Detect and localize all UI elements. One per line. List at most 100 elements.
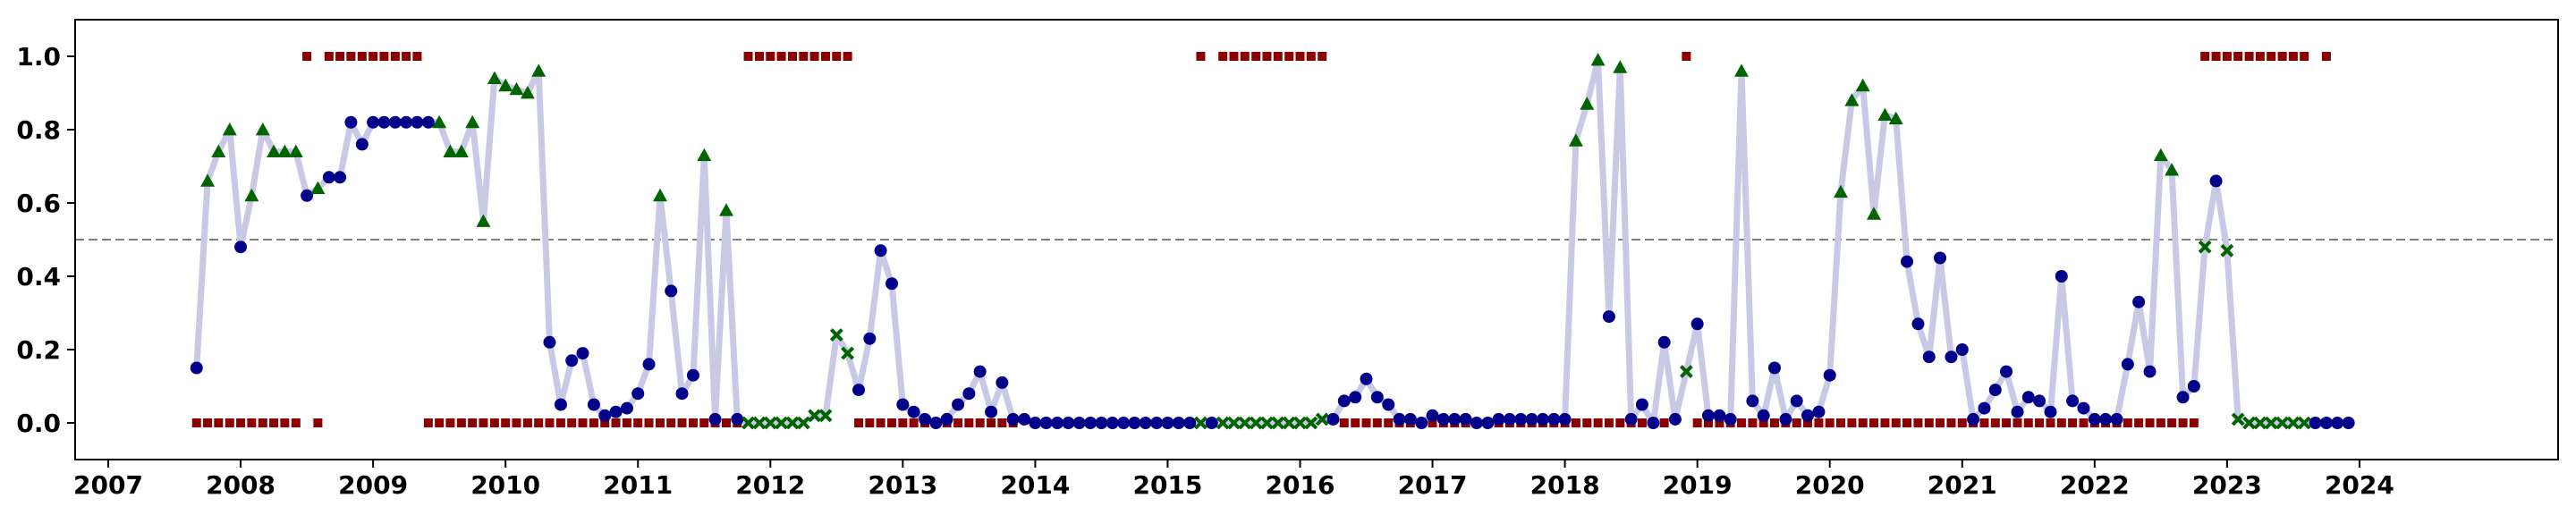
triangle-marker bbox=[432, 114, 447, 129]
circle-marker bbox=[1757, 409, 1770, 422]
triangle-marker bbox=[697, 148, 712, 162]
square-marker bbox=[1769, 418, 1779, 427]
square-marker bbox=[191, 418, 201, 427]
circle-marker bbox=[1150, 417, 1164, 429]
cross-marker bbox=[808, 409, 821, 423]
square-marker bbox=[468, 418, 478, 427]
square-marker bbox=[324, 52, 334, 61]
cross-marker bbox=[2297, 416, 2311, 430]
square-marker bbox=[1295, 52, 1305, 61]
triangle-marker bbox=[1834, 184, 1848, 198]
circle-marker bbox=[919, 412, 932, 426]
square-marker bbox=[2012, 418, 2022, 427]
circle-marker bbox=[1448, 412, 1462, 426]
square-marker bbox=[622, 418, 631, 427]
cross-marker bbox=[1227, 416, 1241, 430]
square-marker bbox=[1339, 418, 1349, 427]
square-marker bbox=[1990, 418, 2000, 427]
square-marker bbox=[1715, 418, 1724, 427]
circle-marker bbox=[1911, 317, 1925, 331]
circle-marker bbox=[1690, 317, 1704, 331]
x-tick-label: 2017 bbox=[1398, 470, 1468, 500]
triangle-marker bbox=[653, 188, 667, 202]
circle-marker bbox=[1547, 412, 1561, 426]
cross-marker bbox=[796, 416, 810, 430]
cross-marker bbox=[1194, 416, 1208, 430]
square-marker bbox=[412, 52, 422, 61]
circle-marker bbox=[1558, 412, 1572, 426]
square-marker bbox=[754, 52, 764, 61]
cross-marker bbox=[1238, 416, 1252, 430]
circle-marker bbox=[576, 347, 589, 360]
square-marker bbox=[953, 418, 963, 427]
square-marker bbox=[2277, 52, 2287, 61]
cross-marker bbox=[1315, 412, 1329, 426]
square-marker bbox=[2200, 52, 2210, 61]
circle-marker bbox=[1072, 417, 1086, 429]
x-tick-label: 2012 bbox=[735, 470, 805, 500]
square-marker bbox=[2156, 418, 2165, 427]
circle-marker bbox=[962, 387, 976, 401]
triangle-marker bbox=[1867, 207, 1881, 220]
square-marker bbox=[987, 418, 996, 427]
square-marker bbox=[2123, 418, 2132, 427]
circle-marker bbox=[896, 398, 910, 411]
square-marker bbox=[225, 418, 234, 427]
series-line bbox=[193, 56, 2352, 426]
circle-marker bbox=[388, 115, 402, 129]
x-axis: 2007 2008 2009 2010 2011 2012 2013 2014 2015 2016… bbox=[73, 460, 2394, 500]
square-marker bbox=[688, 418, 698, 427]
circle-marker bbox=[985, 405, 998, 418]
circle-marker bbox=[2176, 391, 2190, 404]
circle-marker bbox=[1360, 372, 1373, 385]
circle-marker bbox=[344, 115, 358, 129]
circle-marker bbox=[675, 387, 689, 401]
circle-marker bbox=[1978, 401, 1991, 415]
square-marker bbox=[1736, 418, 1746, 427]
square-marker bbox=[898, 418, 908, 427]
square-marker bbox=[390, 52, 400, 61]
x-tick-label: 2016 bbox=[1266, 470, 1335, 500]
triangle-marker bbox=[222, 122, 237, 136]
cross-marker bbox=[2264, 416, 2278, 430]
circle-marker bbox=[1922, 350, 1936, 364]
x-tick-label: 2008 bbox=[206, 470, 275, 500]
cross-marker bbox=[1249, 416, 1263, 430]
square-marker bbox=[843, 52, 852, 61]
square-marker bbox=[2255, 52, 2265, 61]
circle-marker bbox=[1183, 417, 1197, 429]
circle-marker bbox=[2209, 174, 2223, 188]
triangle-marker bbox=[1580, 97, 1595, 110]
x-tick-label: 2010 bbox=[470, 470, 540, 500]
square-marker bbox=[280, 418, 290, 427]
square-marker bbox=[534, 418, 544, 427]
circle-marker bbox=[1039, 417, 1053, 429]
square-marker bbox=[2288, 52, 2298, 61]
circle-marker bbox=[301, 189, 314, 202]
x-tick-label: 2019 bbox=[1663, 470, 1733, 500]
square-marker bbox=[975, 418, 985, 427]
circle-marker bbox=[1503, 412, 1516, 426]
circle-marker bbox=[1823, 368, 1836, 382]
triangle-marker bbox=[200, 173, 216, 187]
square-marker bbox=[743, 52, 753, 61]
circle-marker bbox=[1029, 417, 1042, 429]
triangle-marker bbox=[1568, 133, 1583, 147]
circle-marker bbox=[1988, 384, 2002, 397]
circle-marker bbox=[1934, 251, 1947, 265]
circle-marker bbox=[2132, 295, 2146, 308]
y-tick-label: 0.2 bbox=[16, 335, 61, 365]
square-marker bbox=[2046, 418, 2055, 427]
square-marker bbox=[247, 418, 257, 427]
triangle-marker bbox=[487, 71, 502, 84]
square-marker bbox=[291, 418, 301, 427]
square-marker bbox=[600, 418, 610, 427]
square-marker bbox=[1792, 418, 1801, 427]
square-marker bbox=[1748, 418, 1758, 427]
square-marker bbox=[2189, 418, 2199, 427]
square-marker bbox=[445, 418, 455, 427]
square-marker bbox=[456, 418, 466, 427]
circle-marker bbox=[1525, 412, 1538, 426]
circle-marker bbox=[852, 384, 866, 397]
